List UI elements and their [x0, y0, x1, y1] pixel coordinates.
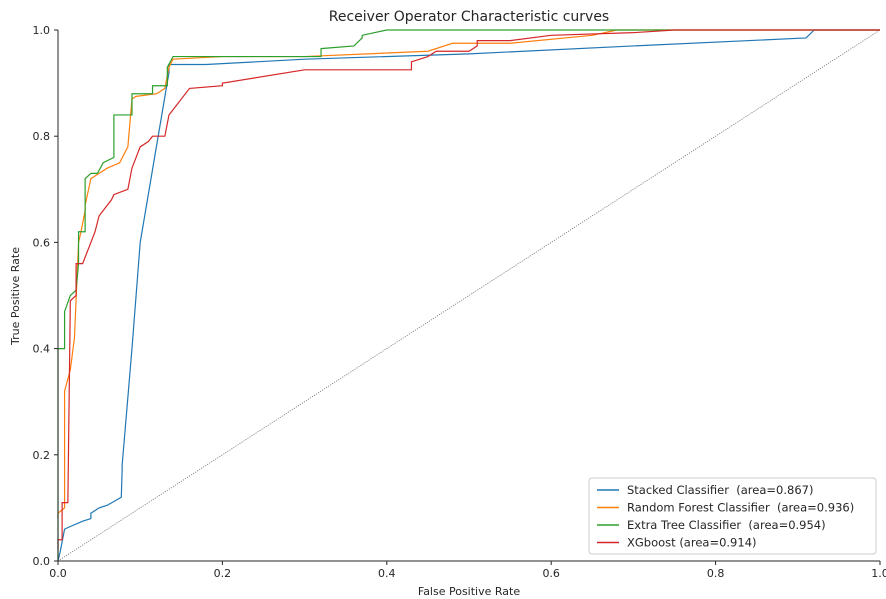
y-tick-label: 0.6	[33, 236, 51, 249]
x-tick-label: 0.6	[542, 567, 560, 580]
chart-title: Receiver Operator Characteristic curves	[329, 9, 609, 25]
plot-area	[57, 29, 881, 562]
legend-label: XGboost (area=0.914)	[627, 536, 757, 550]
x-ticks: 0.0 0.2 0.4 0.6 0.8 1.0	[49, 561, 886, 580]
series-line-4	[57, 29, 880, 551]
legend-box	[588, 477, 877, 555]
y-axis-label: True Positive Rate	[9, 247, 22, 346]
legend: Stacked Classifier (area=0.867) Random Fo…	[588, 477, 877, 555]
y-tick-label: 0.4	[33, 343, 51, 356]
x-tick-label: 0.8	[707, 567, 725, 580]
x-tick-label: 0.0	[49, 567, 67, 580]
series-line-2	[57, 29, 880, 519]
legend-label: Stacked Classifier (area=0.867)	[627, 483, 813, 497]
x-tick-label: 1.0	[871, 567, 886, 580]
y-ticks: 0.0 0.2 0.4 0.6 0.8 1.0	[33, 24, 58, 568]
y-tick-label: 1.0	[33, 24, 51, 37]
legend-label: Random Forest Classifier (area=0.936)	[627, 501, 854, 515]
legend-label: Extra Tree Classifier (area=0.954)	[627, 518, 826, 532]
x-tick-label: 0.4	[378, 567, 396, 580]
series-layer	[57, 29, 880, 562]
y-tick-label: 0.8	[33, 130, 51, 143]
legend-items: Stacked Classifier (area=0.867) Random Fo…	[597, 483, 854, 550]
axes-layer: 0.0 0.2 0.4 0.6 0.8 1.0 0.0 0.2 0.4 0.6 0.8 1.0	[33, 24, 886, 580]
series-line-1	[57, 29, 880, 562]
x-tick-label: 0.2	[214, 567, 232, 580]
y-tick-label: 0.2	[33, 449, 51, 462]
y-tick-label: 0.0	[33, 555, 51, 568]
x-axis-label: False Positive Rate	[418, 585, 520, 598]
